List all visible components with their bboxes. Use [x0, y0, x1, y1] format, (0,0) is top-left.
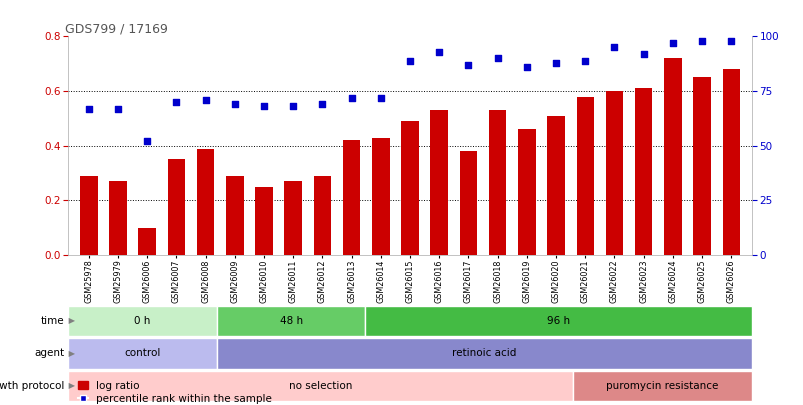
Point — [287, 103, 300, 110]
Bar — [168, 160, 185, 255]
Text: no selection: no selection — [289, 381, 353, 391]
Bar — [217, 306, 365, 336]
Text: ▶: ▶ — [66, 316, 75, 326]
Bar — [68, 306, 217, 336]
Point — [257, 103, 270, 110]
Text: agent: agent — [35, 348, 64, 358]
Bar — [68, 338, 217, 369]
Bar — [430, 110, 447, 255]
Bar — [138, 228, 156, 255]
Bar — [722, 69, 739, 255]
Point — [695, 38, 707, 44]
Bar — [313, 176, 331, 255]
Bar — [255, 187, 272, 255]
Point — [520, 64, 532, 70]
Text: 96 h: 96 h — [546, 316, 569, 326]
Text: time: time — [41, 316, 64, 326]
Bar — [517, 130, 535, 255]
Text: 48 h: 48 h — [279, 316, 303, 326]
Bar — [80, 176, 97, 255]
Legend: log ratio, percentile rank within the sample: log ratio, percentile rank within the sa… — [73, 376, 276, 405]
Bar — [573, 371, 751, 401]
Point — [637, 51, 650, 57]
Bar — [605, 91, 622, 255]
Point — [141, 138, 153, 145]
Text: ▶: ▶ — [66, 349, 75, 358]
Point — [549, 60, 562, 66]
Point — [666, 40, 679, 46]
Bar — [576, 97, 593, 255]
Bar — [488, 110, 506, 255]
Bar — [109, 181, 127, 255]
Text: retinoic acid: retinoic acid — [451, 348, 516, 358]
Bar — [663, 58, 681, 255]
Point — [228, 101, 241, 107]
Point — [169, 99, 182, 105]
Point — [112, 105, 124, 112]
Bar — [692, 77, 710, 255]
Bar — [217, 338, 751, 369]
Point — [374, 94, 387, 101]
Point — [724, 38, 737, 44]
Bar — [68, 371, 573, 401]
Bar — [547, 116, 565, 255]
Bar — [459, 151, 477, 255]
Bar — [634, 88, 651, 255]
Text: 0 h: 0 h — [134, 316, 151, 326]
Bar — [284, 181, 302, 255]
Bar — [365, 306, 751, 336]
Bar — [372, 138, 389, 255]
Bar — [226, 176, 243, 255]
Point — [82, 105, 95, 112]
Point — [607, 44, 620, 51]
Point — [578, 57, 591, 64]
Point — [432, 49, 445, 55]
Text: control: control — [124, 348, 161, 358]
Bar — [401, 121, 418, 255]
Point — [462, 62, 475, 68]
Text: ▶: ▶ — [66, 381, 75, 390]
Text: growth protocol: growth protocol — [0, 381, 64, 391]
Point — [199, 97, 212, 103]
Text: puromycin resistance: puromycin resistance — [605, 381, 718, 391]
Point — [491, 55, 503, 62]
Text: GDS799 / 17169: GDS799 / 17169 — [65, 22, 168, 35]
Point — [403, 57, 416, 64]
Bar — [197, 149, 214, 255]
Bar — [342, 140, 360, 255]
Point — [316, 101, 328, 107]
Point — [344, 94, 357, 101]
